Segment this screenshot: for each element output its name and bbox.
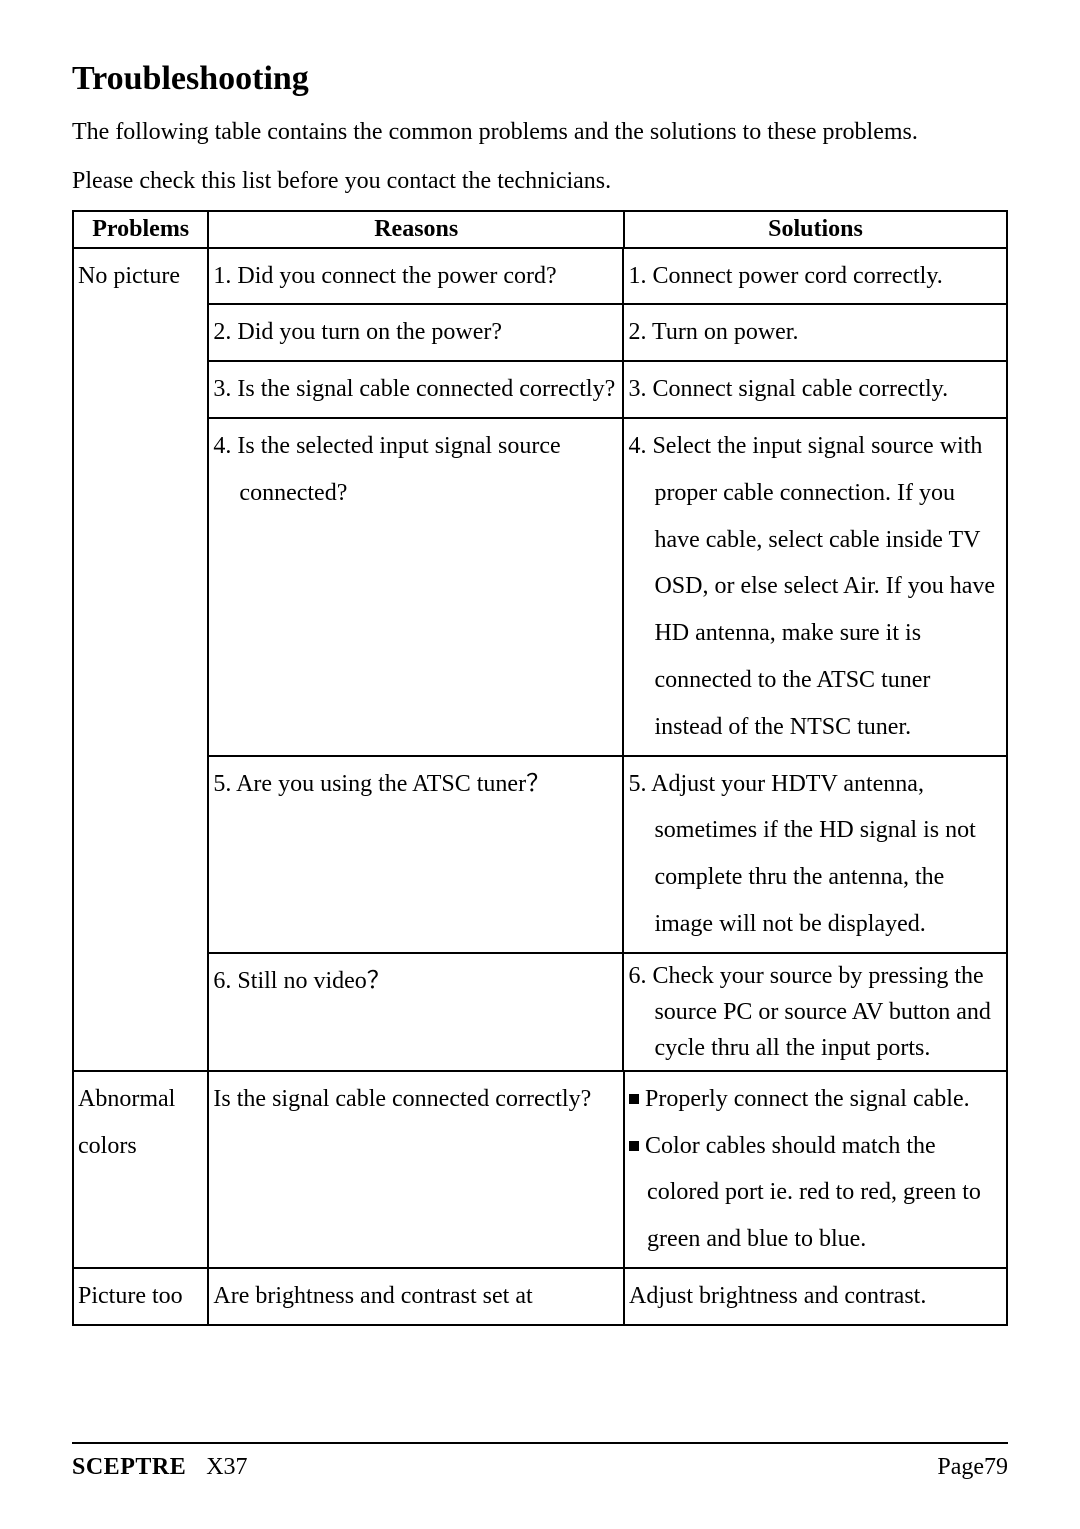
solution-text: Color cables should match the colored po… [645,1133,981,1253]
reason-cell: Is the signal cable connected correctly? [208,1071,624,1268]
page-heading: Troubleshooting [72,60,1008,98]
reasons-solutions-composite: 1. Did you connect the power cord? 1. Co… [208,248,1007,1071]
problem-text: Abnormal colors [78,1076,201,1170]
reason-text: Is the signal cable connected correctly? [213,1076,617,1123]
solution-bullet: Color cables should match the colored po… [629,1123,1000,1263]
footer-brand: SCEPTRE [72,1454,186,1480]
page-footer: SCEPTRE X37 Page79 [72,1442,1008,1481]
bullet-icon [629,1141,639,1151]
intro-paragraph-2: Please check this list before you contac… [72,161,1008,202]
reason-cell: Are brightness and contrast set at [208,1268,624,1325]
solution-text: 3. Connect signal cable correctly. [628,366,1000,413]
intro-paragraph-1: The following table contains the common … [72,112,1008,153]
problem-cell: Picture too [73,1268,208,1325]
bullet-icon [629,1094,639,1104]
solution-text: 2. Turn on power. [628,309,1000,356]
solution-cell: Adjust brightness and contrast. [624,1268,1007,1325]
reason-text: 1. Did you connect the power cord? [213,253,616,300]
reason-text: 4. Is the selected input signal source c… [213,423,616,517]
table-header-row: Problems Reasons Solutions [73,211,1007,248]
footer-model: X37 [206,1454,247,1480]
header-reasons: Reasons [208,211,624,248]
reason-text: 5. Are you using the ATSC tuner？ [213,761,616,808]
solution-text: 5. Adjust your HDTV antenna, sometimes i… [628,761,1000,948]
troubleshooting-table: Problems Reasons Solutions No picture 1.… [72,210,1008,1326]
header-solutions: Solutions [624,211,1007,248]
table-row: No picture 1. Did you connect the power … [73,248,1007,1071]
solution-text: 1. Connect power cord correctly. [628,253,1000,300]
solution-text: Properly connect the signal cable. [645,1086,970,1112]
table-row: Picture too Are brightness and contrast … [73,1268,1007,1325]
problem-text: Picture too [78,1273,201,1320]
problem-cell: No picture [73,248,208,1071]
document-page: Troubleshooting The following table cont… [0,0,1080,1529]
header-problems: Problems [73,211,208,248]
solution-text: 4. Select the input signal source with p… [628,423,1000,751]
solution-bullet: Properly connect the signal cable. [629,1076,1000,1123]
reason-text: Are brightness and contrast set at [213,1273,617,1320]
reason-text: 3. Is the signal cable connected correct… [213,366,616,413]
reason-text: 6. Still no video？ [213,958,616,1005]
solution-text: Adjust brightness and contrast. [629,1273,1000,1320]
reason-text: 2. Did you turn on the power? [213,309,616,356]
table-row: Abnormal colors Is the signal cable conn… [73,1071,1007,1268]
footer-left: SCEPTRE X37 [72,1454,248,1481]
solution-text: 6. Check your source by pressing the sou… [628,958,1000,1066]
problem-cell: Abnormal colors [73,1071,208,1268]
problem-text: No picture [78,253,201,300]
solution-cell: Properly connect the signal cable. Color… [624,1071,1007,1268]
footer-page-number: Page79 [937,1454,1008,1481]
